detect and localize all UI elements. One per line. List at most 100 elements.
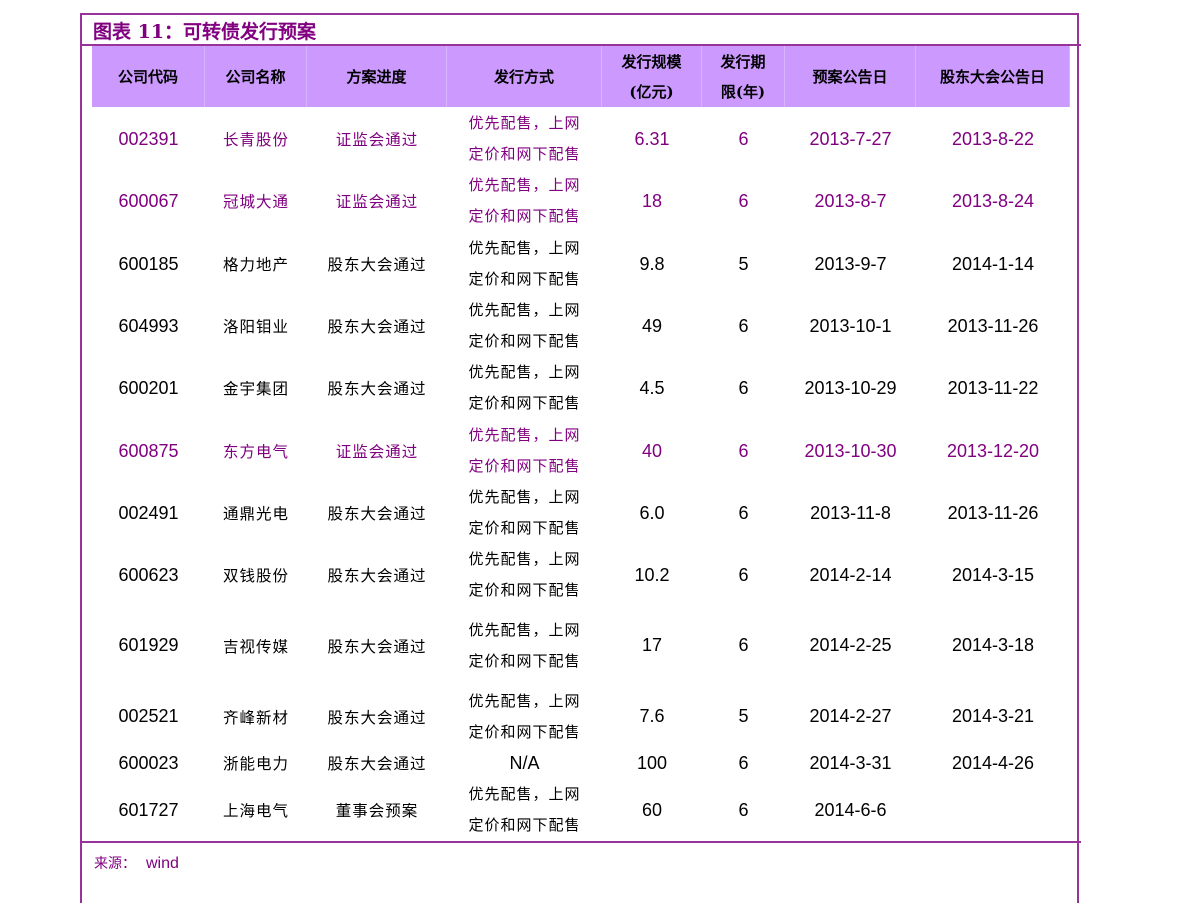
method-line: 定价和网下配售 <box>468 270 581 288</box>
method-line: 优先配售，上网 <box>468 620 581 639</box>
column-header-text: (亿元) <box>629 82 674 101</box>
method-line: 定价和网下配售 <box>468 519 581 537</box>
cell-method: 优先配售，上网 定价和网下配售 <box>447 686 602 748</box>
cell-progress: 证监会通过 <box>335 443 419 461</box>
cell-size: 100 <box>636 752 668 773</box>
method-line: 定价和网下配售 <box>468 145 581 163</box>
cell-progress: 股东大会通过 <box>327 256 427 274</box>
method-line: 优先配售，上网 <box>468 691 581 710</box>
cell-term: 5 <box>738 706 749 726</box>
cell-term: 6 <box>738 564 749 585</box>
method-line: 定价和网下配售 <box>468 207 581 225</box>
cell-meeting-date: 2014-3-18 <box>951 635 1035 655</box>
table-title: 图表 11：可转债发行预案 <box>93 21 317 43</box>
cell-size: 10.2 <box>634 564 670 585</box>
cell-meeting-date: 2014-3-21 <box>951 706 1035 726</box>
cell-progress: 股东大会通过 <box>327 567 427 585</box>
cell-code: 604993 <box>118 315 179 336</box>
cell-code: 600623 <box>118 564 179 585</box>
cell-method: 优先配售，上网 定价和网下配售 <box>447 357 602 419</box>
cell-name: 金宇集团 <box>222 380 289 398</box>
cell-plan-date: 2014-6-6 <box>814 799 887 820</box>
table-header: 公司代码 公司名称 方案进度 发行方式 发行规模 (亿元) 发行期 限(年) 预案公告日 股东大会… <box>92 46 1070 107</box>
cell-method: 优先配售，上网 定价和网下配售 <box>447 482 602 544</box>
column-header-text: 公司名称 <box>225 67 286 86</box>
cell-code: 600201 <box>118 377 179 398</box>
cell-name: 格力地产 <box>222 256 289 274</box>
cell-term: 6 <box>738 799 749 820</box>
source-value: wind <box>146 855 179 872</box>
method-line: 优先配售，上网 <box>468 426 581 444</box>
cell-method: 优先配售，上网 定价和网下配售 <box>447 544 602 606</box>
column-header: 预案公告日 <box>785 46 916 107</box>
table-row: 600023 浙能电力 股东大会通过 N/A 100 6 2014-3-31 2014-4-2… <box>92 740 1070 786</box>
method-line: 定价和网下配售 <box>468 457 581 475</box>
cell-progress: 股东大会通过 <box>327 380 427 398</box>
cell-meeting-date: 2013-11-26 <box>947 315 1039 336</box>
cell-term: 6 <box>738 377 749 398</box>
method-line: 定价和网下配售 <box>468 581 581 599</box>
cell-name: 上海电气 <box>222 802 289 820</box>
method-line: 优先配售，上网 <box>468 301 581 319</box>
cell-plan-date: 2013-9-7 <box>814 253 887 274</box>
cell-plan-date: 2014-2-14 <box>809 564 892 585</box>
method-line: 定价和网下配售 <box>468 816 581 834</box>
column-header: 股东大会公告日 <box>916 46 1070 107</box>
cell-term: 5 <box>738 253 749 274</box>
cell-size: 40 <box>641 440 663 461</box>
column-header-text: 发行方式 <box>493 67 554 86</box>
cell-method: 优先配售，上网 定价和网下配售 <box>447 233 602 295</box>
cell-method: N/A <box>447 748 602 779</box>
cell-name: 浙能电力 <box>222 755 289 773</box>
cell-plan-date: 2014-2-25 <box>809 635 892 655</box>
cell-progress: 股东大会通过 <box>327 637 427 656</box>
divider <box>80 44 1081 46</box>
column-header-text: 股东大会公告日 <box>939 67 1045 86</box>
cell-plan-date: 2013-11-8 <box>810 502 891 523</box>
table-frame <box>80 13 1079 903</box>
method-line: 优先配售，上网 <box>468 785 581 803</box>
cell-size: 18 <box>641 190 663 211</box>
table-row: 002521 齐峰新材 股东大会通过 优先配售，上网 定价和网下配售 7.6 5 2014-2… <box>92 681 1070 752</box>
table-row: 600185 格力地产 股东大会通过 优先配售，上网 定价和网下配售 9.8 5 2013-9… <box>92 233 1070 295</box>
cell-code: 600185 <box>118 253 179 274</box>
table-row: 002391 长青股份 证监会通过 优先配售，上网 定价和网下配售 6.31 6 2013-7… <box>92 108 1070 170</box>
cell-progress: 股东大会通过 <box>327 755 427 773</box>
cell-plan-date: 2013-7-27 <box>809 128 892 149</box>
cell-term: 6 <box>738 440 749 461</box>
cell-progress: 董事会预案 <box>335 802 419 820</box>
cell-meeting-date: 2013-11-22 <box>947 377 1039 398</box>
divider <box>80 841 1081 843</box>
column-header-text: 限(年) <box>720 82 766 101</box>
cell-term: 6 <box>738 128 749 149</box>
cell-size: 4.5 <box>639 377 665 398</box>
method-line: 定价和网下配售 <box>468 722 581 741</box>
cell-size: 49 <box>641 315 663 336</box>
cell-meeting-date: 2013-8-22 <box>951 128 1035 149</box>
cell-progress: 股东大会通过 <box>327 708 427 727</box>
cell-meeting-date: 2013-12-20 <box>946 440 1040 461</box>
column-header-text: 发行期 <box>720 52 766 71</box>
cell-meeting-date: 2014-1-14 <box>951 253 1035 274</box>
table-row: 604993 洛阳钼业 股东大会通过 优先配售，上网 定价和网下配售 49 6 2013-10… <box>92 295 1070 357</box>
cell-plan-date: 2013-10-29 <box>804 377 897 398</box>
cell-code: 600875 <box>118 440 179 461</box>
column-header: 方案进度 <box>307 46 447 107</box>
cell-name: 吉视传媒 <box>222 637 289 656</box>
cell-code: 600067 <box>118 190 179 211</box>
cell-name: 洛阳钼业 <box>222 318 289 336</box>
table-row: 601727 上海电气 董事会预案 优先配售，上网 定价和网下配售 60 6 2014-6-6 <box>92 785 1070 834</box>
cell-code: 002491 <box>118 502 179 523</box>
column-header: 发行规模 (亿元) <box>602 46 702 107</box>
cell-method: 优先配售，上网 定价和网下配售 <box>447 420 602 482</box>
cell-name: 齐峰新材 <box>222 708 289 727</box>
column-header-text: 预案公告日 <box>812 67 888 86</box>
cell-method: 优先配售，上网 定价和网下配售 <box>447 779 602 841</box>
cell-size: 17 <box>641 635 663 655</box>
cell-code: 600023 <box>118 752 179 773</box>
cell-method: 优先配售，上网 定价和网下配售 <box>447 295 602 357</box>
cell-progress: 股东大会通过 <box>327 318 427 336</box>
method-line: N/A <box>509 752 540 773</box>
cell-method: 优先配售，上网 定价和网下配售 <box>447 170 602 232</box>
cell-code: 601727 <box>118 799 179 820</box>
